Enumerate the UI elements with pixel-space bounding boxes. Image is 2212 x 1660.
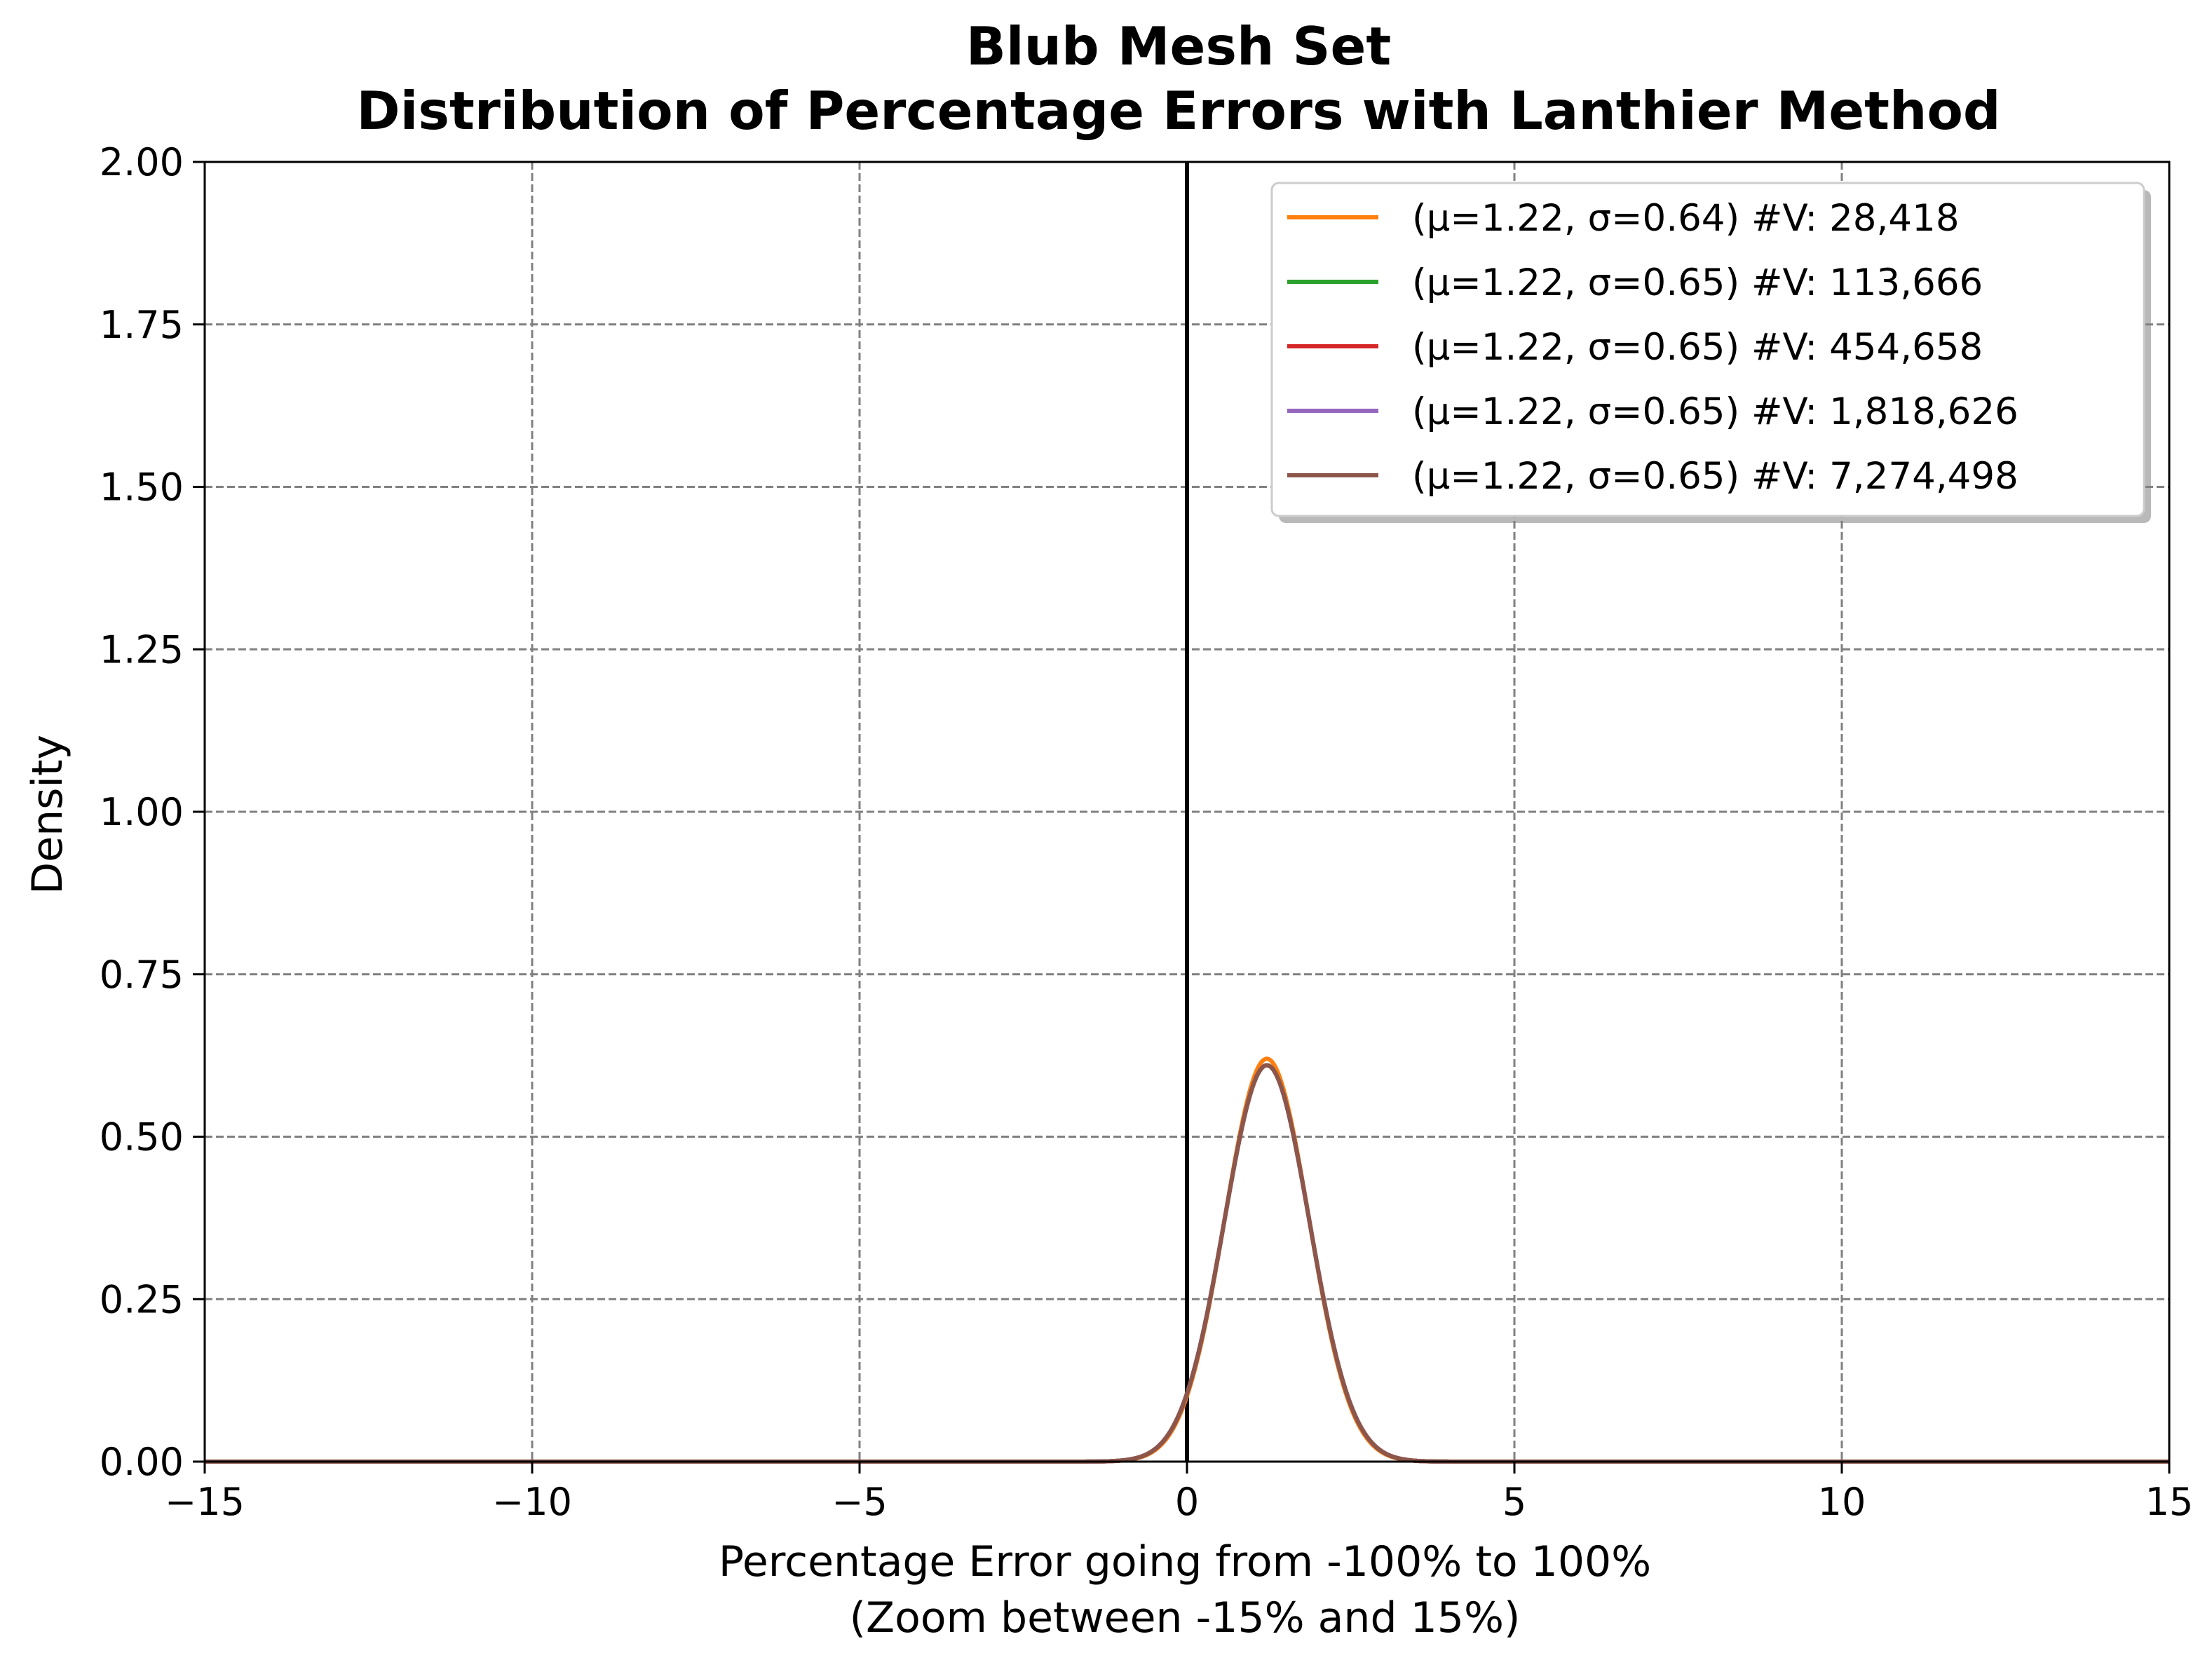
y-tick-label: 1.50 [100,465,184,510]
y-axis-ticks: 0.00 0.25 0.50 0.75 1.00 1.25 1.50 1.75 2.00 [100,140,205,1484]
chart-title: Blub Mesh Set Distribution of Percentage… [356,15,2000,142]
y-tick-label: 0.50 [100,1115,184,1159]
legend-label: (μ=1.22, σ=0.64) #V: 28,418 [1412,197,1960,240]
legend: (μ=1.22, σ=0.64) #V: 28,418 (μ=1.22, σ=0.… [1270,182,2151,523]
x-tick-label: 10 [1818,1480,1866,1524]
x-axis-label-line-2: (Zoom between -15% and 15%) [850,1593,1521,1642]
y-tick-label: 1.00 [100,790,184,834]
legend-box [1270,182,2145,517]
x-axis-label-line-1: Percentage Error going from -100% to 100… [719,1537,1651,1586]
legend-label: (μ=1.22, σ=0.65) #V: 454,658 [1412,326,1983,369]
x-axis-ticks: −15 −10 −5 0 5 10 15 [165,1462,2193,1524]
x-tick-label: 0 [1175,1480,1199,1524]
y-tick-label: 0.75 [100,953,184,997]
y-tick-label: 0.25 [100,1277,184,1321]
y-tick-label: 1.75 [100,303,184,347]
x-axis-label: Percentage Error going from -100% to 100… [719,1537,1651,1642]
chart-title-line-2: Distribution of Percentage Errors with L… [356,80,2000,142]
x-tick-label: 5 [1502,1480,1526,1524]
legend-label: (μ=1.22, σ=0.65) #V: 1,818,626 [1412,390,2018,433]
y-axis-label: Density [23,735,72,894]
legend-label: (μ=1.22, σ=0.65) #V: 7,274,498 [1412,455,2018,498]
x-tick-label: −15 [165,1480,245,1524]
legend-label: (μ=1.22, σ=0.65) #V: 113,666 [1412,261,1983,304]
x-tick-label: −10 [492,1480,572,1524]
legend-entries: (μ=1.22, σ=0.64) #V: 28,418 (μ=1.22, σ=0.… [1287,197,2018,498]
y-tick-label: 0.00 [100,1440,184,1484]
y-tick-label: 1.25 [100,627,184,672]
chart-title-line-1: Blub Mesh Set [966,15,1391,77]
y-tick-label: 2.00 [100,140,184,184]
x-tick-label: 15 [2145,1480,2194,1524]
x-tick-label: −5 [832,1480,888,1524]
